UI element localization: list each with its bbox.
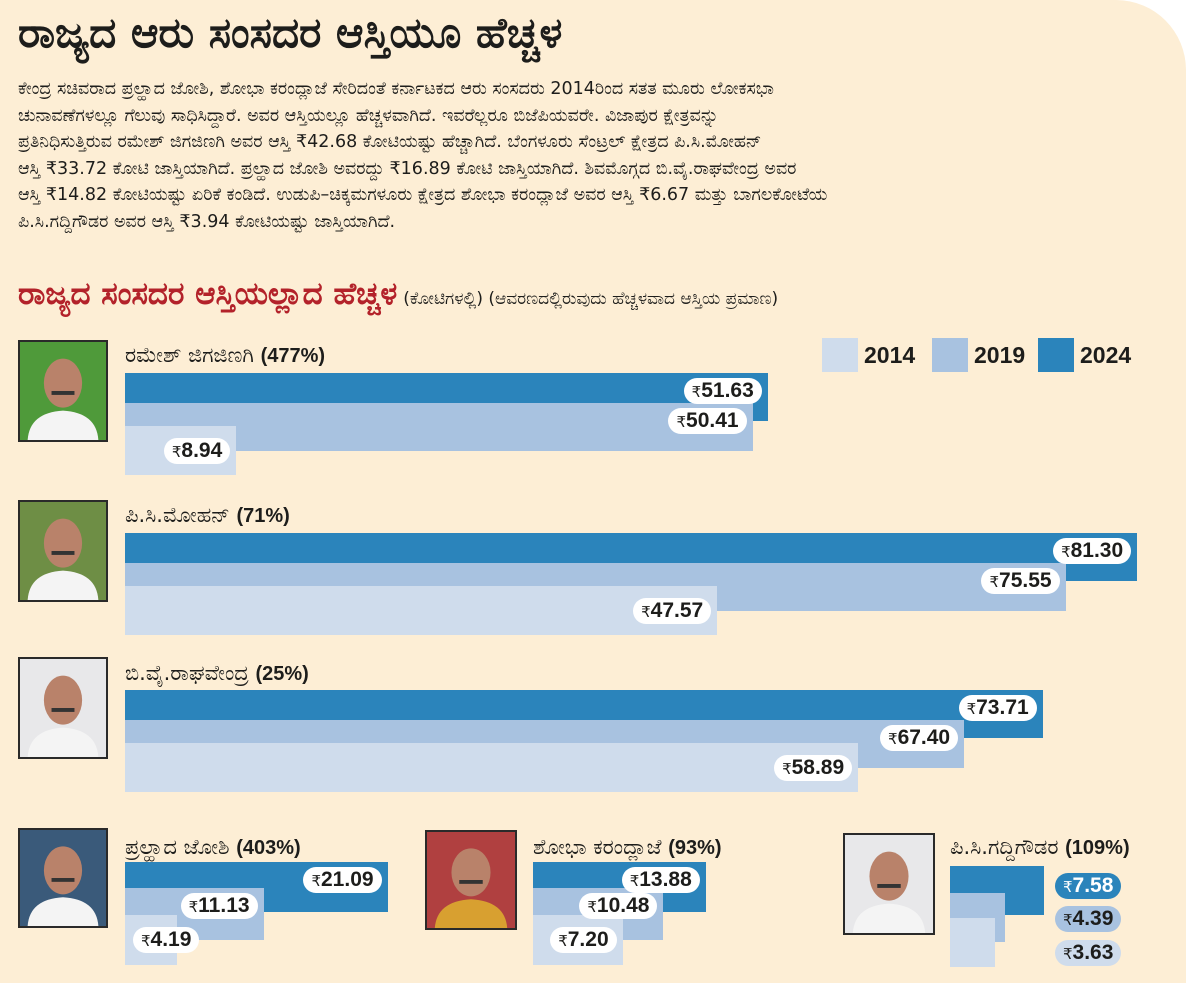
chart-title: ರಾಜ್ಯದ ಸಂಸದರ ಆಸ್ತಿಯಲ್ಲಾದ ಹೆಚ್ಚಳ	[18, 276, 398, 312]
value-text: 13.88	[639, 868, 692, 891]
paragraph-line: ಆಸ್ತಿ ₹33.72 ಕೋಟಿ ಜಾಸ್ತಿಯಾಗಿದೆ. ಪ್ರಲ್ಹಾದ…	[18, 158, 797, 179]
legend-item-2014: 2014	[822, 338, 915, 372]
paragraph-line: ಪ್ರತಿನಿಧಿಸುತ್ತಿರುವ ರಮೇಶ್ ಜಿಗಜಿಣಗಿ ಅವರ ಆಸ…	[18, 132, 762, 153]
value-label-2019: ₹11.13	[180, 893, 258, 919]
value-label-2019: ₹75.55	[981, 568, 1060, 594]
bar-2014	[125, 743, 859, 792]
legend-label: 2014	[864, 341, 916, 368]
increase-percent: (403%)	[236, 837, 301, 859]
value-text: 75.55	[999, 569, 1052, 592]
portrait-photo	[18, 500, 108, 602]
value-text: 7.20	[567, 928, 609, 951]
increase-percent: (25%)	[255, 663, 309, 685]
mp-name-label: ಶೋಭಾ ಕರಂದ್ಲಾಜೆ (93%)	[533, 835, 722, 860]
value-text: 21.09	[321, 868, 374, 891]
legend-swatch	[822, 338, 858, 372]
paragraph-line: ಪಿ.ಸಿ.ಗದ್ದಿಗೌಡರ ಅವರ ಆಸ್ತಿ ₹3.94 ಕೋಟಿಯಷ್ಟ…	[18, 211, 396, 232]
mp-name-label: ಪಿ.ಸಿ.ಗದ್ದಿಗೌಡರ (109%)	[950, 835, 1130, 860]
value-text: 50.41	[686, 409, 739, 432]
value-text: 4.19	[150, 928, 192, 951]
mp-name: ಪಿ.ಸಿ.ಗದ್ದಿಗೌಡರ	[950, 835, 1066, 859]
mp-name: ಬಿ.ವೈ.ರಾಘವೇಂದ್ರ	[125, 661, 256, 685]
value-label-2024: ₹13.88	[621, 867, 700, 893]
portrait-photo	[18, 340, 108, 442]
value-label-2024: ₹81.30	[1053, 538, 1132, 564]
legend-swatch	[1038, 338, 1074, 372]
value-text: 58.89	[791, 756, 845, 779]
value-text: 3.63	[1072, 941, 1114, 964]
value-text: 81.30	[1070, 539, 1124, 562]
value-label-2024: ₹73.71	[958, 695, 1037, 721]
legend-item-2024: 2024	[1038, 338, 1131, 372]
value-text: 67.40	[897, 726, 951, 749]
value-text: 7.58	[1072, 874, 1114, 897]
value-text: 8.94	[181, 439, 223, 462]
bar-2014	[950, 918, 996, 967]
value-label-2024: ₹21.09	[303, 867, 382, 893]
value-label-2014: ₹58.89	[774, 755, 853, 781]
portrait-photo	[843, 833, 935, 935]
increase-percent: (93%)	[668, 837, 722, 859]
legend-swatch	[932, 338, 968, 372]
portrait-photo	[18, 828, 108, 928]
portrait-photo	[425, 830, 517, 930]
intro-paragraph: ಕೇಂದ್ರ ಸಚಿವರಾದ ಪ್ರಲ್ಹಾದ ಜೋಶಿ, ಶೋಭಾ ಕರಂದ್…	[18, 76, 827, 236]
chart-note: (ಕೋಟಿಗಳಲ್ಲಿ) (ಆವರಣದಲ್ಲಿರುವುದು ಹೆಚ್ಚಳವಾದ …	[403, 289, 779, 309]
mp-name-label: ಪ್ರಲ್ಹಾದ ಜೋಶಿ (403%)	[125, 835, 301, 860]
value-label-2014: ₹47.57	[633, 598, 712, 624]
increase-percent: (109%)	[1065, 837, 1130, 859]
value-text: 11.13	[198, 894, 250, 917]
paragraph-line: ಕೇಂದ್ರ ಸಚಿವರಾದ ಪ್ರಲ್ಹಾದ ಜೋಶಿ, ಶೋಭಾ ಕರಂದ್…	[18, 79, 774, 99]
mp-name: ರಮೇಶ್ ಜಿಗಜಿಣಗಿ	[125, 343, 261, 367]
mp-name-label: ರಮೇಶ್ ಜಿಗಜಿಣಗಿ (477%)	[125, 343, 325, 368]
bar-2014	[125, 586, 718, 635]
increase-percent: (71%)	[236, 505, 290, 527]
mp-name: ಪಿ.ಸಿ.ಮೋಹನ್	[125, 503, 237, 527]
legend-label: 2024	[1080, 341, 1132, 368]
value-label-2024: ₹51.63	[683, 378, 762, 404]
mp-name: ಪ್ರಲ್ಹಾದ ಜೋಶಿ	[125, 835, 237, 859]
chart-heading: ರಾಜ್ಯದ ಸಂಸದರ ಆಸ್ತಿಯಲ್ಲಾದ ಹೆಚ್ಚಳ (ಕೋಟಿಗಳಲ್…	[18, 276, 778, 313]
value-label-2019: ₹10.48	[579, 893, 658, 919]
value-text: 10.48	[596, 894, 650, 917]
paragraph-line: ಆಸ್ತಿ ₹14.82 ಕೋಟಿಯಷ್ಟು ಏರಿಕೆ ಕಂಡಿದೆ. ಉಡು…	[18, 185, 828, 206]
value-text: 51.63	[701, 379, 754, 402]
value-label-2019: ₹4.39	[1055, 906, 1122, 932]
value-label-2019: ₹67.40	[880, 725, 959, 751]
mp-name: ಶೋಭಾ ಕರಂದ್ಲಾಜೆ	[533, 835, 669, 859]
value-label-2014: ₹7.20	[550, 927, 617, 953]
legend-label: 2019	[974, 341, 1026, 368]
increase-percent: (477%)	[260, 345, 326, 367]
value-label-2014: ₹8.94	[163, 438, 231, 464]
value-label-2014: ₹4.19	[133, 927, 200, 953]
mp-name-label: ಪಿ.ಸಿ.ಮೋಹನ್ (71%)	[125, 503, 290, 528]
mp-name-label: ಬಿ.ವೈ.ರಾಘವೇಂದ್ರ (25%)	[125, 661, 309, 686]
value-label-2019: ₹50.41	[668, 408, 747, 434]
portrait-photo	[18, 657, 108, 759]
paragraph-line: ಚುನಾವಣೆಗಳಲ್ಲೂ ಗೆಲುವು ಸಾಧಿಸಿದ್ದಾರೆ. ಅವರ ಆ…	[18, 105, 719, 126]
value-text: 4.39	[1072, 907, 1114, 930]
value-text: 47.57	[650, 599, 704, 622]
value-text: 73.71	[976, 696, 1029, 719]
value-label-2014: ₹3.63	[1055, 940, 1122, 966]
value-label-2024: ₹7.58	[1055, 873, 1122, 899]
legend-item-2019: 2019	[932, 338, 1025, 372]
page-title: ರಾಜ್ಯದ ಆರು ಸಂಸದರ ಆಸ್ತಿಯೂ ಹೆಚ್ಚಳ	[18, 8, 563, 57]
